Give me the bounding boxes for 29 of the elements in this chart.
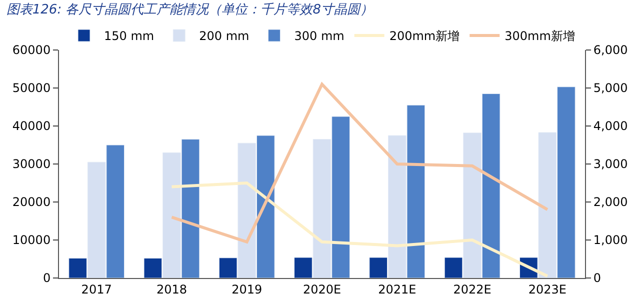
y2-tick-label: 4,000 <box>593 119 628 134</box>
y2-tick-label: 0 <box>593 271 602 286</box>
y-tick-label: 50000 <box>12 81 51 96</box>
y-tick-label: 10000 <box>12 233 51 248</box>
x-tick-label: 2021E <box>378 282 416 296</box>
x-tick-label: 2022E <box>453 282 492 296</box>
x-tick-label: 2017 <box>81 282 112 296</box>
x-tick-label: 2018 <box>156 282 187 296</box>
x-tick-label: 2019 <box>232 282 262 296</box>
y-tick-label: 40000 <box>12 119 51 134</box>
legend-label: 300mm新增 <box>504 29 575 44</box>
y-tick-label: 0 <box>42 271 51 286</box>
y2-tick-label: 3,000 <box>593 157 628 172</box>
y2-tick-label: 5,000 <box>593 81 628 96</box>
x-tick-label: 2023E <box>528 282 566 296</box>
x-tick-label: 2020E <box>302 282 342 296</box>
y2-tick-label: 1,000 <box>593 233 628 248</box>
line-series <box>170 182 549 278</box>
legend-label: 300 mm <box>294 29 344 44</box>
legend-label: 150 mm <box>104 29 154 44</box>
legend-label: 200 mm <box>199 29 250 44</box>
y-tick-label: 20000 <box>12 195 51 210</box>
line-series <box>170 82 549 244</box>
y2-tick-label: 6,000 <box>593 43 628 58</box>
y-tick-label: 30000 <box>12 157 51 172</box>
y-tick-label: 60000 <box>12 43 51 58</box>
legend-label: 200mm新增 <box>389 29 460 44</box>
y2-tick-label: 2,000 <box>593 195 628 210</box>
chart-title: 图表126: 各尺寸晶圆代工产能情况（单位：千片等效8寸晶圆） <box>6 2 374 18</box>
